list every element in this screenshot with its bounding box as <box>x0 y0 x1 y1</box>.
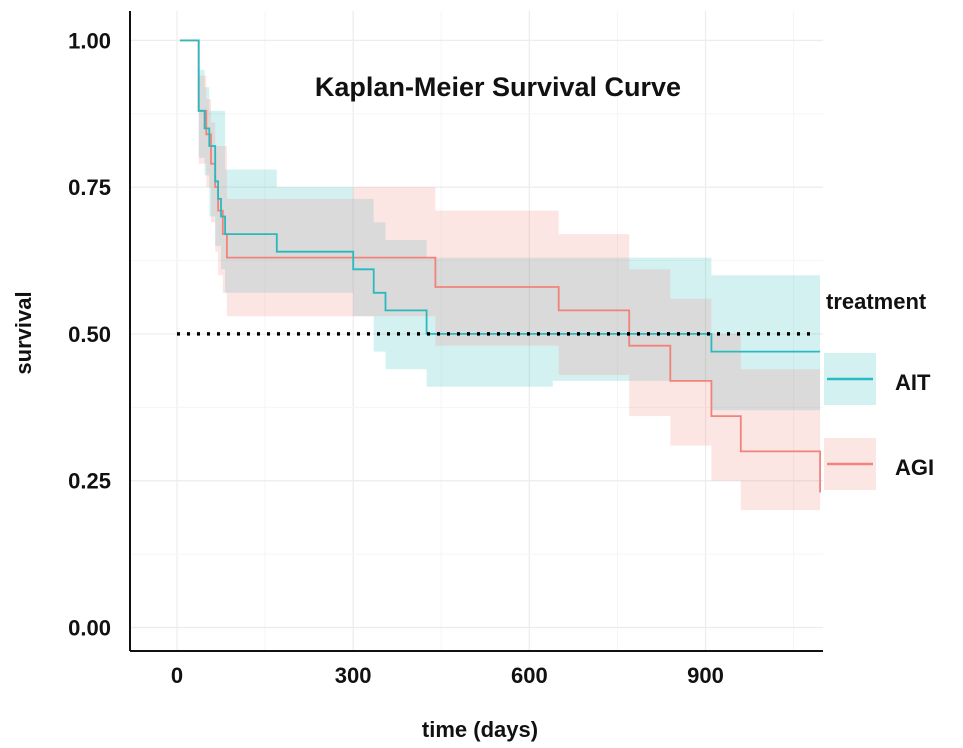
survival-lines <box>179 39 821 493</box>
y-tick-label: 0.25 <box>68 469 111 494</box>
legend: treatment AIT AGI <box>824 289 934 490</box>
confidence-band-agi <box>179 40 821 511</box>
y-tick-label: 0.75 <box>68 175 111 200</box>
confidence-bands <box>179 40 821 511</box>
x-tick-label: 900 <box>687 663 724 688</box>
y-tick-label: 1.00 <box>68 28 111 53</box>
x-tick-label: 0 <box>171 663 183 688</box>
confidence-band-ait <box>179 40 821 411</box>
chart-title: Kaplan-Meier Survival Curve <box>315 72 681 102</box>
survival-line-ait <box>179 39 821 353</box>
gridlines <box>130 11 823 651</box>
y-tick-label: 0.00 <box>68 616 111 641</box>
x-tick-labels: 0 300 600 900 <box>171 663 724 688</box>
axes <box>129 11 823 652</box>
legend-title: treatment <box>826 289 927 314</box>
x-tick-label: 600 <box>511 663 548 688</box>
x-tick-label: 300 <box>335 663 372 688</box>
legend-label-ait: AIT <box>895 370 931 395</box>
legend-label-agi: AGI <box>895 455 934 480</box>
y-tick-label: 0.50 <box>68 322 111 347</box>
y-tick-labels: 0.00 0.25 0.50 0.75 1.00 <box>68 28 111 640</box>
x-axis-title: time (days) <box>422 717 538 742</box>
y-axis-title: survival <box>11 291 36 374</box>
